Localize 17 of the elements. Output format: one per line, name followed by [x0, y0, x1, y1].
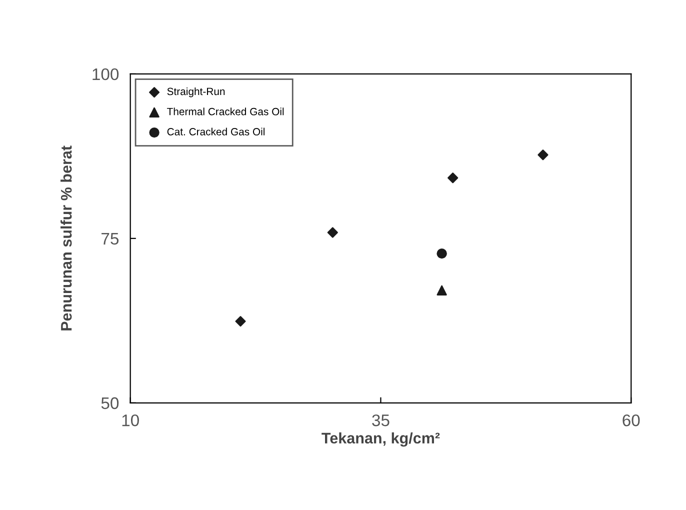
y-tick-label: 75 [102, 233, 119, 245]
legend-label: Cat. Cracked Gas Oil [167, 128, 265, 136]
y-tick-label: 100 [92, 68, 119, 80]
point [235, 316, 246, 327]
legend-label: Straight-Run [167, 87, 225, 98]
legend-label: Thermal Cracked Gas Oil [167, 108, 284, 116]
x-tick-label: 35 [372, 414, 390, 426]
point [436, 285, 447, 296]
point [448, 172, 458, 184]
point [538, 150, 548, 160]
point [327, 227, 338, 238]
x-tick-label: 10 [122, 414, 139, 426]
point [436, 248, 447, 259]
y-axis-title: Penurunan sulfur % berat [60, 146, 72, 330]
x-axis-title: Tekanan, kg/cm² [322, 432, 440, 447]
x-tick-label: 60 [622, 414, 640, 426]
y-tick-label: 50 [101, 397, 119, 410]
